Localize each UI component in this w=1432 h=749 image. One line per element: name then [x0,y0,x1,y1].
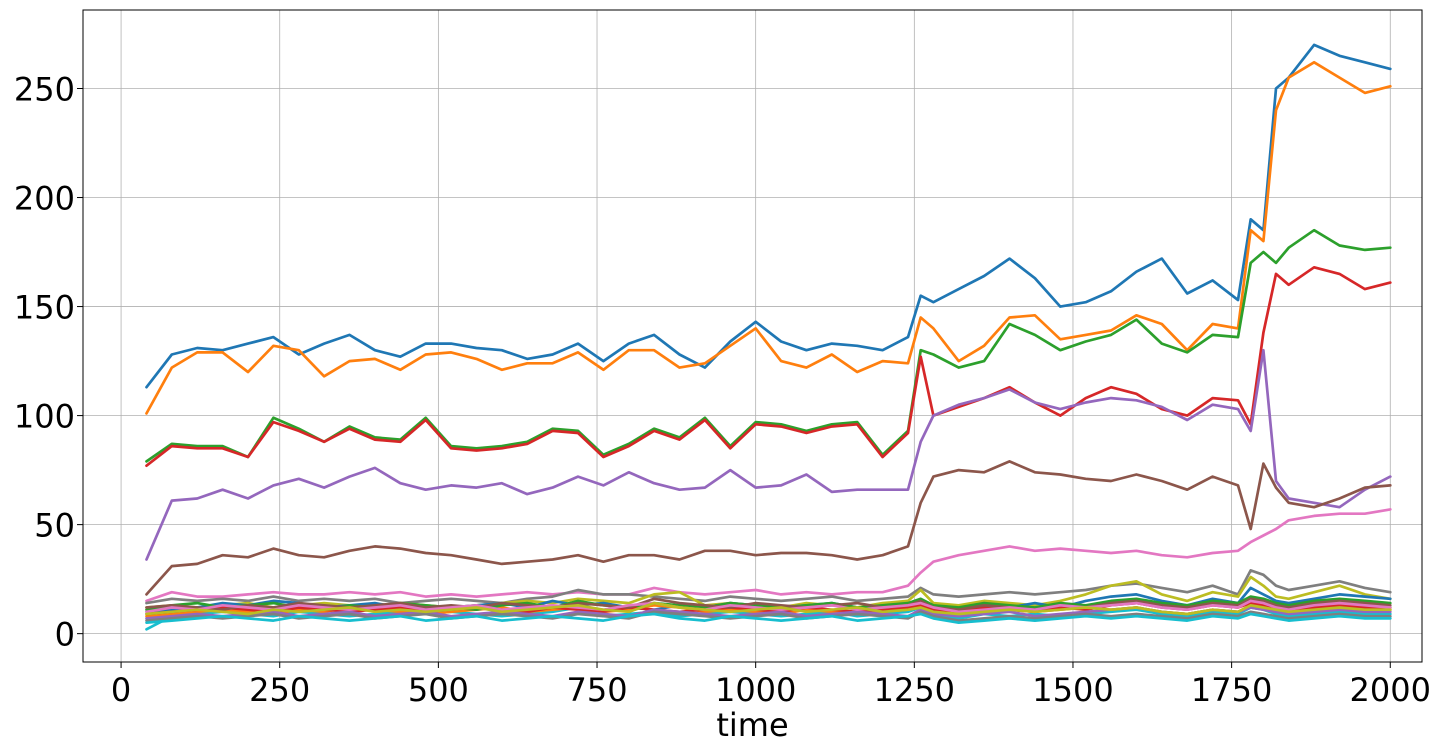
series-line-6 [145,460,1392,596]
y-axis: 0 50 100 150 200 250 [14,71,83,654]
y-tick-label: 0 [55,616,75,654]
x-tick-label: 1500 [1032,671,1113,709]
series-line-2 [145,60,1392,415]
series-line-17 [145,599,1392,614]
series-lines [145,43,1392,631]
plot-frame [82,9,1423,663]
series-line-5 [145,348,1392,561]
series-line-7 [145,508,1392,603]
x-tick-label: 0 [111,671,131,709]
series-line-1 [145,43,1392,389]
y-tick-label: 100 [14,398,75,436]
x-axis: 0 250 500 750 1000 1250 1500 1750 2000 [111,662,1431,709]
x-tick-label: 1750 [1191,671,1272,709]
x-tick-label: 250 [249,671,310,709]
x-tick-label: 1250 [874,671,955,709]
x-tick-label: 1000 [715,671,796,709]
series-line-3 [145,228,1392,463]
x-axis-title: time [716,706,788,744]
series-line-4 [145,265,1392,468]
series-line-20 [145,612,1392,625]
y-tick-label: 250 [14,71,75,109]
x-tick-label: 2000 [1350,671,1431,709]
y-tick-label: 200 [14,180,75,218]
y-tick-label: 50 [34,507,75,545]
series-line-8 [145,569,1392,605]
series-line-19 [145,601,1392,616]
y-tick-label: 150 [14,289,75,327]
x-tick-label: 500 [408,671,469,709]
x-tick-label: 750 [566,671,627,709]
